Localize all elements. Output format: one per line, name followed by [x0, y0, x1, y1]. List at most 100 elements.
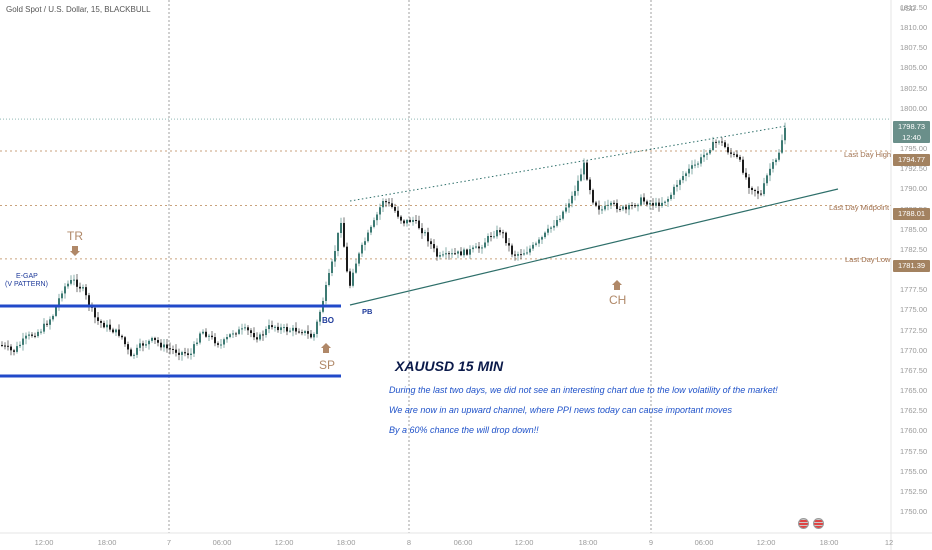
last-day-midpoint-badge: 1788.01 — [893, 208, 930, 220]
candle-body — [328, 273, 330, 286]
candlestick-series — [1, 122, 786, 361]
candle-body — [748, 177, 750, 188]
sp-label[interactable]: SP — [319, 358, 336, 372]
candle-body — [733, 153, 735, 155]
candle-body — [739, 156, 741, 160]
candle-body — [481, 247, 483, 249]
candle-body — [181, 352, 183, 355]
up-arrow-icon[interactable] — [321, 343, 331, 353]
tr-label[interactable]: TR — [67, 229, 83, 243]
down-arrow-icon[interactable] — [70, 246, 80, 256]
candle-body — [385, 201, 387, 203]
candle-body — [70, 280, 72, 284]
symbol-title[interactable]: Gold Spot / U.S. Dollar, 15, BLACKBULL — [6, 5, 151, 14]
candle-body — [85, 287, 87, 296]
candle-body — [40, 331, 42, 333]
candle-body — [670, 194, 672, 200]
candle-body — [382, 201, 384, 208]
price-tick-label: 1790.00 — [900, 184, 928, 194]
candle-body — [100, 320, 102, 323]
candle-body — [199, 333, 201, 343]
candle-body — [592, 190, 594, 203]
candle-body — [307, 331, 309, 334]
candle-body — [514, 254, 516, 256]
candle-body — [562, 211, 564, 219]
candle-body — [694, 164, 696, 166]
candle-body — [625, 206, 627, 210]
price-tick-label: 1777.50 — [900, 285, 928, 295]
candle-body — [43, 323, 45, 332]
candle-body — [511, 245, 513, 255]
candle-body — [589, 179, 591, 191]
candle-body — [304, 331, 306, 333]
candle-body — [232, 333, 234, 335]
candle-body — [253, 333, 255, 338]
candle-body — [112, 329, 114, 333]
bo-label[interactable]: BO — [322, 316, 334, 325]
candle-body — [607, 204, 609, 206]
candle-body — [715, 141, 717, 143]
us-flag-event-icon[interactable] — [813, 518, 824, 529]
candle-body — [580, 174, 582, 181]
candle-body — [706, 153, 708, 155]
candle-body — [430, 241, 432, 245]
us-flag-event-icon[interactable] — [798, 518, 809, 529]
price-tick-label: 1805.00 — [900, 63, 928, 73]
last-day-low-badge: 1781.39 — [893, 260, 930, 272]
candle-body — [49, 319, 51, 325]
candle-body — [364, 241, 366, 245]
up-arrow-icon[interactable] — [612, 280, 622, 290]
egap-label[interactable]: E-GAP — [16, 273, 38, 280]
channel-support-line — [349, 188, 839, 306]
candle-body — [88, 295, 90, 306]
candle-body — [262, 334, 264, 336]
current-time-value: 12:40 — [902, 133, 921, 142]
vpattern-label[interactable]: (V PATTERN) — [5, 281, 48, 288]
candle-body — [631, 205, 633, 207]
time-tick-label: 12:00 — [34, 538, 54, 547]
candle-body — [427, 232, 429, 242]
candle-body — [709, 150, 711, 154]
candle-body — [313, 333, 315, 338]
candle-body — [133, 354, 135, 356]
candle-body — [601, 209, 603, 211]
pb-label[interactable]: PB — [362, 307, 373, 316]
candle-body — [235, 333, 237, 335]
candle-body — [151, 337, 153, 341]
candle-body — [760, 193, 762, 195]
candle-body — [268, 325, 270, 330]
candle-body — [658, 202, 660, 206]
candle-body — [82, 287, 84, 289]
candle-body — [184, 352, 186, 354]
candle-body — [124, 337, 126, 345]
candle-body — [64, 286, 66, 294]
candle-body — [613, 202, 615, 204]
price-tick-label: 1755.00 — [900, 466, 928, 476]
candle-body — [619, 208, 621, 210]
candle-body — [142, 343, 144, 346]
candle-body — [691, 165, 693, 169]
candle-body — [163, 344, 165, 348]
idea-note-2[interactable]: We are now in an upward channel, where P… — [389, 405, 733, 415]
idea-title[interactable]: XAUUSD 15 MIN — [395, 358, 504, 374]
price-tick-label: 1750.00 — [900, 507, 928, 516]
candle-body — [436, 248, 438, 257]
idea-note-3[interactable]: By a 60% chance the will drop down!! — [389, 425, 539, 435]
candle-body — [547, 228, 549, 233]
candle-body — [568, 203, 570, 208]
currency-label: USD — [900, 4, 916, 13]
candle-body — [439, 255, 441, 257]
candle-body — [334, 251, 336, 262]
candle-body — [409, 219, 411, 222]
candle-body — [238, 329, 240, 334]
candle-body — [718, 141, 720, 143]
ch-label[interactable]: CH — [609, 293, 627, 307]
candle-body — [286, 327, 288, 332]
candle-body — [406, 219, 408, 224]
candle-body — [484, 242, 486, 248]
idea-note-1[interactable]: During the last two days, we did not see… — [389, 385, 778, 395]
candle-body — [109, 324, 111, 330]
candle-body — [550, 227, 552, 229]
